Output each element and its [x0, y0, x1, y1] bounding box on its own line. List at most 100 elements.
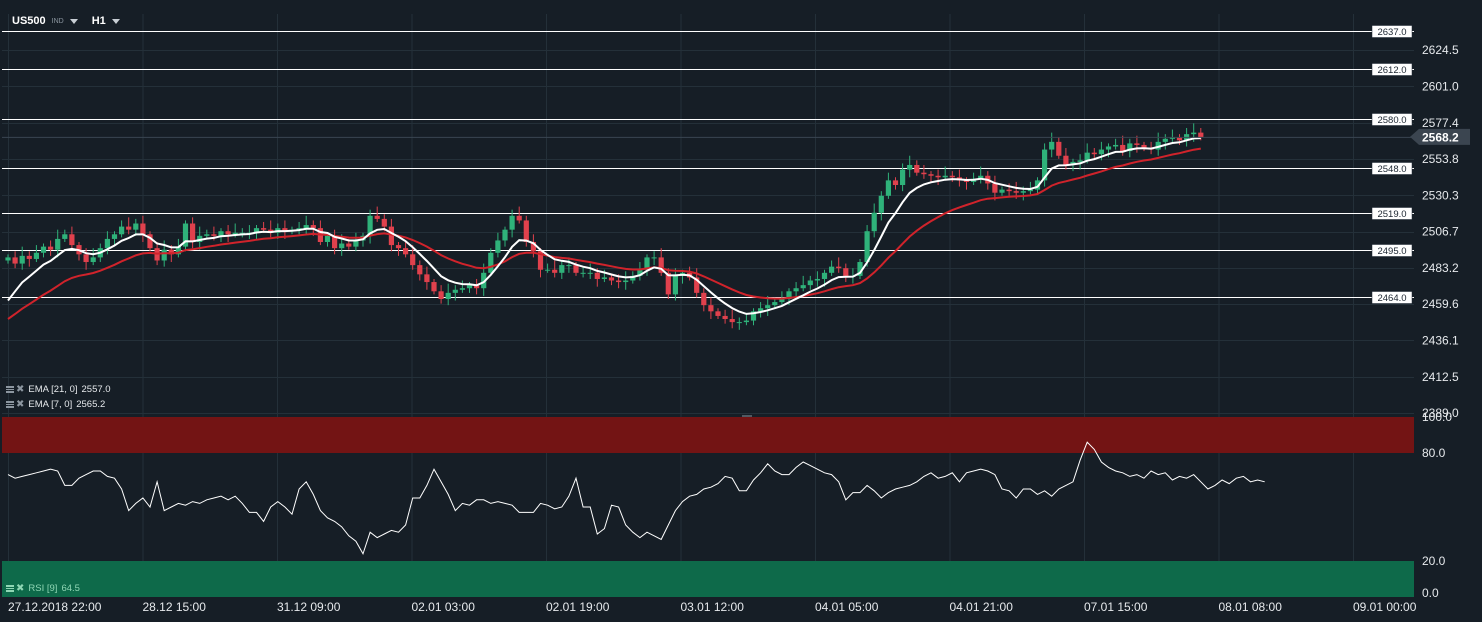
- candle-body: [253, 228, 260, 233]
- candle-body: [1006, 189, 1012, 192]
- ema21-value: 2557.0: [81, 384, 111, 395]
- candle-body: [395, 245, 402, 249]
- timeframe-label[interactable]: H1: [91, 15, 106, 27]
- close-icon[interactable]: ✖: [16, 398, 25, 410]
- rsi-tick-label: 20.0: [1422, 554, 1446, 568]
- level-label: 2464.0: [1377, 293, 1406, 304]
- menu-icon[interactable]: [6, 386, 14, 393]
- level-label: 2495.0: [1377, 246, 1406, 257]
- candle-body: [225, 231, 231, 235]
- time-tick-label: 02.01 19:00: [546, 600, 610, 614]
- candle-body: [772, 302, 778, 306]
- level-label-box: [1371, 244, 1413, 257]
- candle-body: [793, 288, 799, 292]
- candle-body: [651, 257, 657, 259]
- level-label: 2580.0: [1377, 115, 1406, 126]
- rsi-tick-label: 100.0: [1422, 410, 1452, 424]
- symbol-label[interactable]: US500: [12, 15, 46, 27]
- candle-body: [48, 246, 54, 250]
- level-label-box: [1371, 25, 1413, 38]
- candle-body: [353, 240, 359, 247]
- candle-body: [871, 212, 877, 232]
- candle-body: [239, 232, 245, 234]
- candle-body: [580, 272, 586, 274]
- price-tick-label: 2577.4: [1422, 116, 1459, 130]
- legend-ema21: ✖ EMA [21, 0] 2557.0: [6, 384, 111, 395]
- candle-body: [452, 289, 458, 293]
- candle-body: [729, 319, 735, 323]
- candle-body: [587, 272, 593, 274]
- candle-body: [388, 226, 394, 246]
- symbol-dropdown-caret-icon[interactable]: [69, 18, 78, 24]
- candle-body: [750, 311, 757, 321]
- candle-body: [900, 169, 906, 185]
- candle-body: [410, 254, 416, 266]
- candle-body: [119, 226, 125, 235]
- candle-body: [26, 255, 32, 259]
- candle-body: [104, 238, 110, 249]
- close-icon[interactable]: ✖: [16, 383, 25, 395]
- candle-body: [111, 234, 118, 239]
- candle-body: [204, 234, 210, 236]
- candle-body: [12, 257, 18, 264]
- candle-body: [914, 164, 920, 173]
- candle-body: [69, 234, 75, 246]
- candle-body: [1056, 141, 1062, 156]
- time-axis: 27.12.2018 22:00 28.12 15:00 31.12 09:00 02…: [8, 600, 1417, 614]
- menu-icon[interactable]: [6, 585, 14, 592]
- candle-body: [232, 232, 238, 235]
- candle-body: [431, 282, 437, 292]
- candle-body: [857, 262, 863, 276]
- rsi-overbought-zone: [2, 417, 1414, 453]
- horizontal-levels[interactable]: 2637.0 2612.0 2580.0 2548.0 2519.0 2495.0 2464…: [2, 25, 1414, 305]
- rsi-tick-label: 0.0: [1422, 586, 1439, 600]
- time-tick-label: 07.01 15:00: [1084, 600, 1148, 614]
- candle-body: [743, 320, 749, 323]
- candle-body: [843, 268, 849, 276]
- price-tick-label: 2601.0: [1422, 79, 1459, 93]
- candle-body: [516, 215, 522, 221]
- candle-body: [637, 269, 643, 276]
- time-tick-label: 27.12.2018 22:00: [8, 600, 102, 614]
- close-icon[interactable]: ✖: [16, 582, 25, 594]
- candle-body: [502, 229, 508, 241]
- candle-body: [935, 175, 941, 178]
- rsi-line: [7, 441, 1265, 556]
- candle-body: [1077, 160, 1083, 162]
- price-tick-label: 2530.3: [1422, 188, 1459, 202]
- level-label-box: [1371, 63, 1413, 76]
- level-label-box: [1371, 162, 1413, 175]
- candle-body: [346, 243, 352, 247]
- candle-body: [523, 220, 529, 242]
- candle-body: [821, 272, 828, 279]
- price-tick-label: 2389.0: [1422, 406, 1459, 420]
- candle-body: [949, 175, 955, 178]
- chart-toolbar: US500 IND H1: [12, 12, 120, 30]
- candle-body: [1162, 138, 1168, 142]
- rsi-label: RSI [9]: [28, 583, 58, 594]
- ema7-line: [7, 137, 1201, 315]
- price-axis: 2624.5 2601.0 2577.4 2553.8 2530.3 2506.7 2483…: [2, 43, 1470, 600]
- candle-body: [1105, 146, 1112, 150]
- candle-body: [481, 272, 487, 289]
- timeframe-dropdown-caret-icon[interactable]: [111, 18, 120, 24]
- level-label: 2519.0: [1377, 209, 1406, 220]
- candle-body: [495, 240, 501, 253]
- candle-body: [509, 215, 515, 230]
- rsi-oversold-zone: [2, 561, 1414, 597]
- menu-icon[interactable]: [6, 401, 14, 408]
- candle-body: [438, 291, 444, 299]
- rsi-panel: [7, 441, 1265, 556]
- candle-body: [1134, 143, 1140, 145]
- instrument-class-label[interactable]: IND: [51, 17, 64, 25]
- candle-body: [19, 255, 25, 264]
- candle-body: [701, 292, 707, 306]
- candle-body: [1084, 152, 1090, 161]
- ema7-value: 2565.2: [76, 399, 106, 410]
- candle-body: [417, 265, 423, 275]
- candle-body: [190, 223, 196, 242]
- candle-body: [601, 277, 607, 279]
- candle-body: [211, 234, 217, 236]
